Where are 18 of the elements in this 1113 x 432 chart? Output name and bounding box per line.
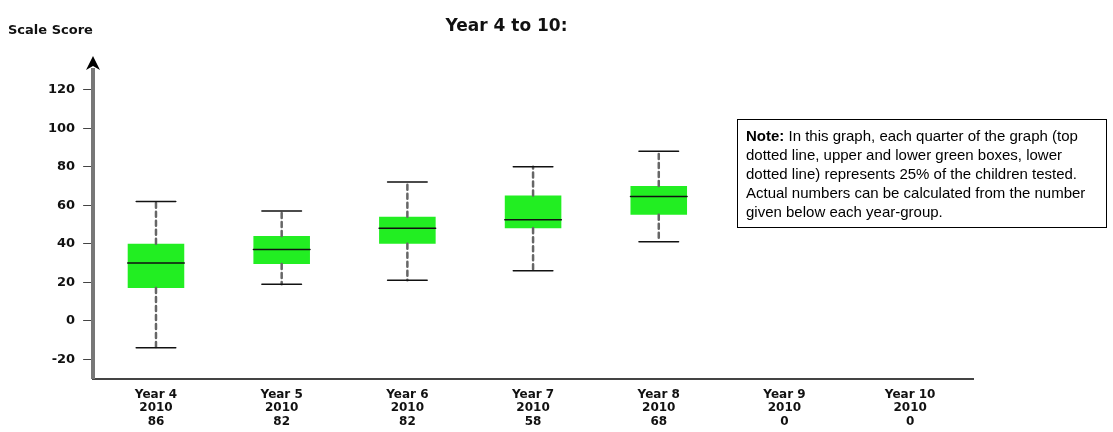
y-axis-title: Scale Score bbox=[8, 22, 93, 37]
y-tick-label: 100 bbox=[48, 119, 76, 135]
x-tick-label: Year 4 2010 86 bbox=[133, 386, 178, 429]
x-tick-label: Year 7 2010 58 bbox=[510, 386, 555, 429]
annotation: Note: In this graph, each quarter of the graph (top dotted line, upper and lower green boxes, lower dotted line) represents 25% of the children tested. Actual numbers can be calculated from the number given below each year-group. bbox=[746, 126, 1087, 221]
y-tick-label: -20 bbox=[51, 350, 76, 366]
x-tick-label: Year 6 2010 82 bbox=[385, 386, 429, 429]
y-tick-label: 20 bbox=[57, 273, 76, 289]
y-tick-label: 80 bbox=[57, 158, 76, 174]
y-tick-label: 40 bbox=[57, 235, 76, 251]
x-tick-label: Year 5 2010 82 bbox=[259, 386, 303, 429]
x-tick-label: Year 9 2010 0 bbox=[762, 386, 806, 429]
x-tick-label: Year 10 2010 0 bbox=[883, 386, 936, 429]
x-tick-label: Year 8 2010 68 bbox=[636, 386, 680, 429]
y-tick-label: 0 bbox=[66, 312, 76, 328]
y-tick-label: 60 bbox=[57, 196, 76, 212]
y-tick-label: 120 bbox=[48, 81, 76, 97]
chart-title: Year 4 to 10: bbox=[444, 14, 568, 35]
